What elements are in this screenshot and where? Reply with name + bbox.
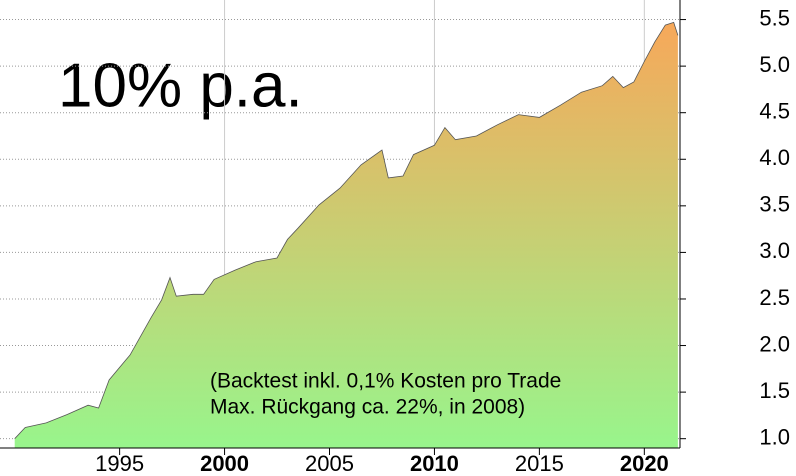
annotation: (Backtest inkl. 0,1% Kosten pro Trade (210, 370, 561, 393)
y-tick-label: 3.0 (759, 238, 790, 263)
annotation: Max. Rückgang ca. 22%, in 2008) (210, 396, 525, 419)
x-tick-label: 2005 (305, 451, 354, 476)
x-tick-label: 2010 (410, 451, 459, 476)
y-tick-label: 2.0 (759, 331, 790, 356)
y-tick-label: 5.0 (759, 52, 790, 77)
area-outline (14, 21, 679, 439)
y-tick-label: 4.5 (759, 99, 790, 124)
chart-title: 10% p.a. (58, 51, 303, 120)
x-tick-label: 2020 (620, 451, 669, 476)
y-tick-label: 1.5 (759, 378, 790, 403)
y-tick-label: 1.0 (759, 424, 790, 449)
y-tick-label: 3.5 (759, 192, 790, 217)
x-tick-label: 2000 (200, 451, 249, 476)
y-tick-label: 4.0 (759, 145, 790, 170)
x-tick-label: 1995 (95, 451, 144, 476)
x-tick-label: 2015 (515, 451, 564, 476)
y-tick-label: 5.5 (759, 5, 790, 30)
area (14, 22, 678, 449)
y-tick-label: 2.5 (759, 285, 790, 310)
